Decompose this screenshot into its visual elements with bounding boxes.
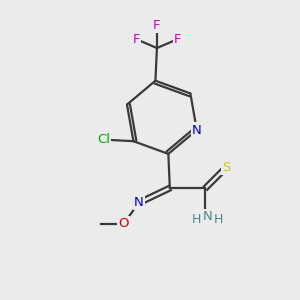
Text: F: F xyxy=(174,33,182,46)
Text: N: N xyxy=(192,124,202,136)
Text: F: F xyxy=(153,19,161,32)
Text: N: N xyxy=(203,210,213,223)
Text: Cl: Cl xyxy=(97,133,110,146)
Text: H: H xyxy=(213,213,223,226)
Text: S: S xyxy=(222,161,230,174)
Text: F: F xyxy=(132,33,140,46)
Text: N: N xyxy=(134,196,143,209)
Text: O: O xyxy=(118,217,129,230)
Text: H: H xyxy=(191,213,201,226)
